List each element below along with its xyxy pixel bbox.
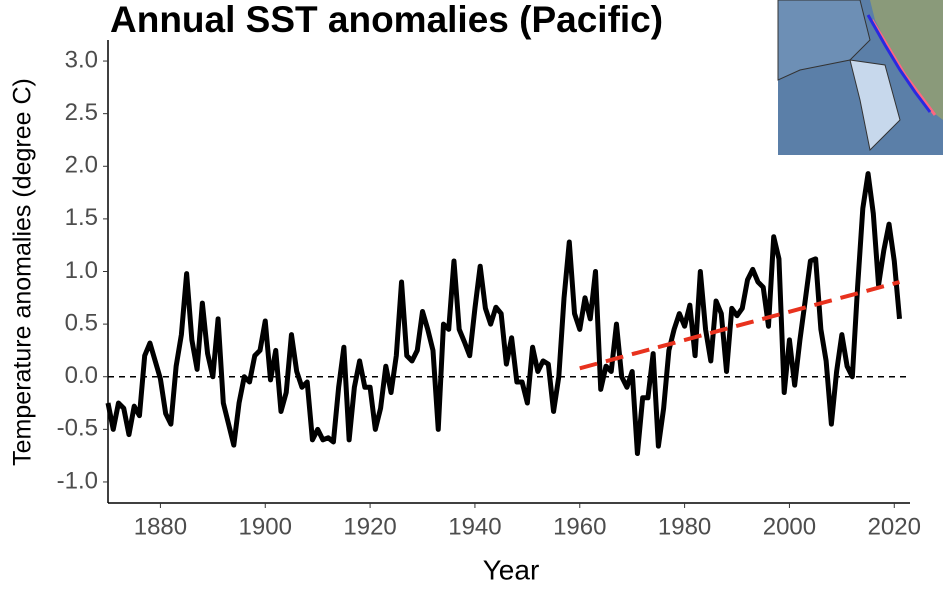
y-axis-label: Temperature anomalies (degree C) (9, 78, 37, 466)
chart-title: Annual SST anomalies (Pacific) (110, 0, 663, 40)
y-tick-label: 0.5 (65, 309, 98, 336)
y-tick-label: 0.0 (65, 362, 98, 389)
x-tick-label: 1940 (448, 513, 501, 540)
y-tick-label: 1.0 (65, 257, 98, 284)
data-line (108, 174, 900, 454)
x-axis-label: Year (483, 554, 540, 585)
y-tick-label: 1.5 (65, 204, 98, 231)
y-tick-label: -1.0 (57, 467, 98, 494)
x-tick-label: 1960 (553, 513, 606, 540)
x-tick-label: 1880 (134, 513, 187, 540)
x-tick-label: 1920 (343, 513, 396, 540)
x-tick-label: 2020 (868, 513, 921, 540)
y-tick-label: 2.0 (65, 152, 98, 179)
page: Annual SST anomalies (Pacific) Year Temp… (0, 0, 943, 590)
y-tick-label: 2.5 (65, 99, 98, 126)
map-inset (778, 0, 943, 155)
y-tick-label: 3.0 (65, 46, 98, 73)
chart: Annual SST anomalies (Pacific) Year Temp… (0, 0, 943, 590)
x-tick-label: 1980 (658, 513, 711, 540)
x-tick-label: 2000 (763, 513, 816, 540)
y-tick-label: -0.5 (57, 415, 98, 442)
x-tick-label: 1900 (239, 513, 292, 540)
